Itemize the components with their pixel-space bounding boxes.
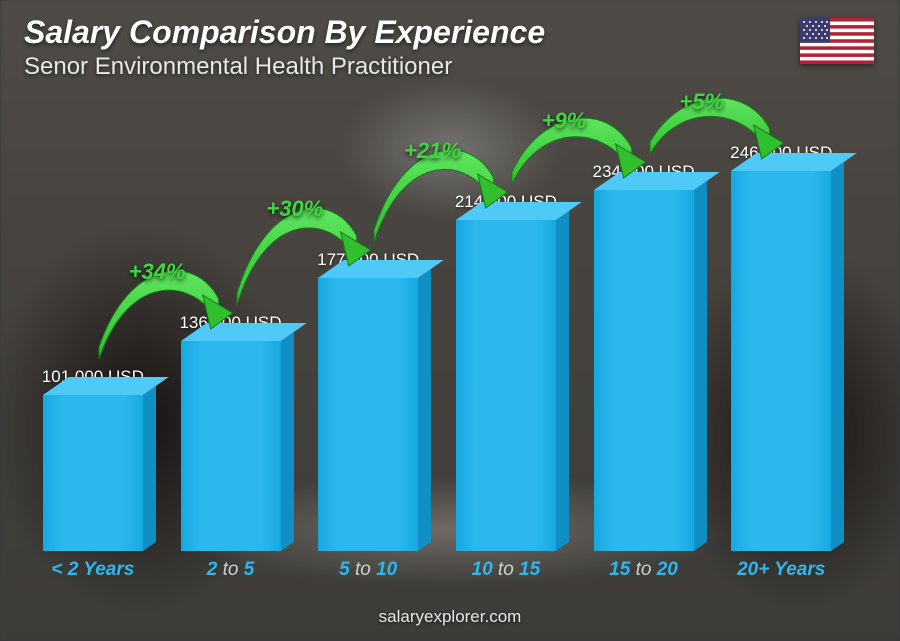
x-label-2: 5 to 10 <box>299 559 437 581</box>
bar-1: 136,000 USD <box>162 313 300 551</box>
bar-shape <box>594 190 694 551</box>
bar-shape <box>456 220 556 551</box>
bar-0: 101,000 USD <box>24 367 162 551</box>
x-label-5: 20+ Years <box>712 559 850 581</box>
salary-chart: 101,000 USD136,000 USD177,000 USD214,000… <box>24 100 850 581</box>
footer-attribution: salaryexplorer.com <box>0 607 900 627</box>
bar-shape <box>43 395 143 551</box>
x-label-1: 2 to 5 <box>162 559 300 581</box>
bar-2: 177,000 USD <box>299 250 437 551</box>
bar-4: 234,000 USD <box>575 162 713 551</box>
page-title: Salary Comparison By Experience <box>24 14 876 51</box>
x-label-4: 15 to 20 <box>575 559 713 581</box>
x-label-0: < 2 Years <box>24 559 162 581</box>
bar-shape <box>731 171 831 551</box>
x-axis-labels: < 2 Years2 to 55 to 1010 to 1515 to 2020… <box>24 559 850 581</box>
bar-3: 214,000 USD <box>437 192 575 551</box>
usa-flag-icon <box>800 18 874 64</box>
header: Salary Comparison By Experience Senor En… <box>24 14 876 81</box>
bar-5: 246,000 USD <box>712 143 850 551</box>
x-label-3: 10 to 15 <box>437 559 575 581</box>
bars-container: 101,000 USD136,000 USD177,000 USD214,000… <box>24 100 850 551</box>
page-subtitle: Senor Environmental Health Practitioner <box>24 53 876 81</box>
bar-shape <box>181 341 281 551</box>
bar-shape <box>318 278 418 551</box>
